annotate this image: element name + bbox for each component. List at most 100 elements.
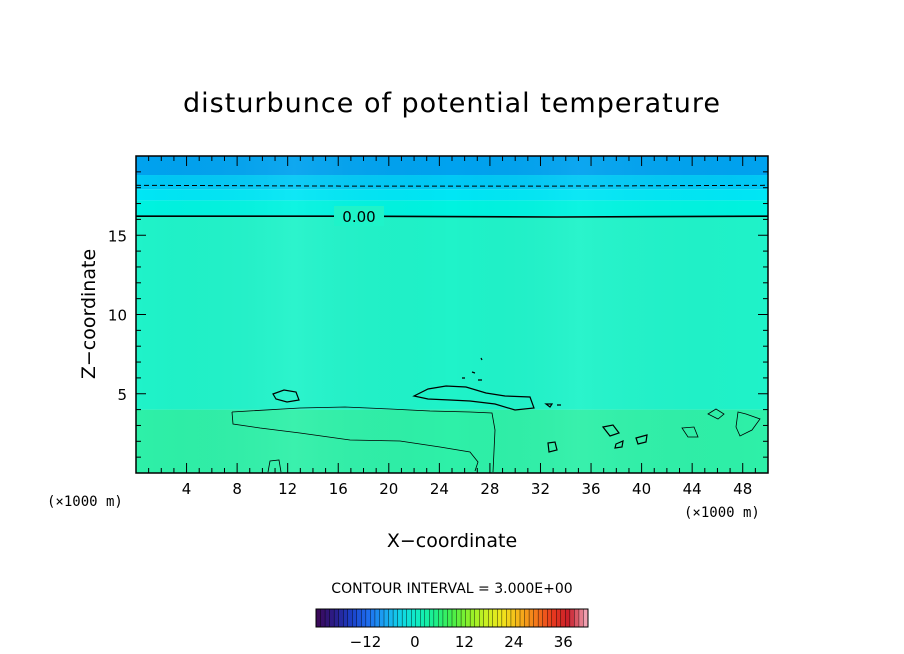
colorbar-cell (515, 608, 521, 628)
contour-small-loop-2 (547, 441, 558, 453)
x-tick-label: 28 (480, 480, 499, 498)
colorbar-cell (497, 608, 503, 628)
colorbar-cell (356, 608, 362, 628)
x-tick-label: 48 (733, 480, 752, 498)
x-tick-label: 16 (329, 480, 348, 498)
colorbar-cell (415, 608, 421, 628)
colorbar-cell (488, 608, 494, 628)
x-axis-label: X−coordinate (387, 530, 517, 552)
x-axis-unit-left: (×1000 m) (47, 494, 123, 510)
x-tick-label: 12 (278, 480, 297, 498)
colorbar-tick-label: 36 (554, 633, 573, 651)
colorbar-cell (560, 608, 566, 628)
y-tick-label: 15 (108, 227, 127, 245)
x-tick-label: 4 (182, 480, 192, 498)
colorbar-cell (447, 608, 453, 628)
x-tick-label: 36 (581, 480, 600, 498)
colorbar-cell (547, 608, 553, 628)
colorbar-cell (324, 608, 331, 628)
colorbar-cell (456, 608, 462, 628)
colorbar-cell (542, 608, 548, 628)
x-tick-label: 40 (632, 480, 651, 498)
x-tick-label: 44 (683, 480, 702, 498)
colorbar-cell (533, 608, 539, 628)
colorbar-cell (397, 608, 403, 628)
colorbar-cell (338, 608, 344, 628)
colorbar-cell (374, 608, 380, 628)
colorbar-cell (406, 608, 412, 628)
colorbar-cell (411, 608, 417, 628)
contour-dots (462, 357, 561, 408)
colorbar-cell (460, 608, 467, 628)
colorbar-cell (320, 608, 326, 628)
colorbar-cell (574, 608, 580, 628)
colorbar-cell (492, 608, 498, 628)
plot-area (136, 156, 768, 473)
colorbar-cell (329, 608, 335, 628)
colorbar-cell (569, 608, 575, 628)
colorbar-cell (510, 608, 516, 628)
colorbar-cell (501, 608, 507, 628)
x-tick-label: 24 (430, 480, 449, 498)
colorbar-cell (361, 608, 367, 628)
zero-contour-line (136, 215, 768, 218)
contour-interval-note: CONTOUR INTERVAL = 3.000E+00 (331, 581, 572, 597)
contour-label: 0.00 (342, 208, 375, 226)
colorbar-cell (506, 608, 512, 628)
colorbar-cell (479, 608, 485, 628)
colorbar-cell (352, 608, 358, 628)
colorbar-cell (474, 608, 480, 628)
colorbar-cell (524, 608, 530, 628)
colorbar-cell (424, 608, 430, 628)
contour-small-loop-5 (681, 408, 761, 438)
x-axis-unit-right: (×1000 m) (684, 505, 760, 521)
contour-small-loop-4 (614, 434, 648, 449)
colorbar-cell (433, 608, 439, 628)
colorbar-cell (442, 608, 448, 628)
lower-contours (231, 357, 761, 473)
colorbar-cell (379, 608, 385, 628)
colorbar-cell (420, 608, 426, 628)
colorbar-cell (483, 608, 489, 628)
field-shading (136, 156, 768, 473)
colorbar-tick-label: −12 (350, 633, 382, 651)
colorbar-cell (365, 608, 371, 628)
x-tick-label: 32 (531, 480, 550, 498)
colorbar (315, 608, 589, 628)
contour-small-loop-1 (272, 389, 300, 403)
x-tick-label: 20 (379, 480, 398, 498)
y-tick-label: 10 (108, 307, 127, 325)
colorbar-cell (315, 608, 322, 628)
colorbar-cell (383, 608, 390, 628)
y-tick-label: 5 (117, 386, 127, 404)
colorbar-tick-label: 12 (455, 633, 474, 651)
y-axis-label: Z−coordinate (78, 249, 100, 379)
colorbar-tick-label: 24 (504, 633, 523, 651)
colorbar-cell (551, 608, 557, 628)
colorbar-tick-label: 0 (410, 633, 420, 651)
colorbar-cell (370, 608, 376, 628)
colorbar-cell (556, 608, 562, 628)
colorbar-cell (451, 608, 458, 628)
colorbar-cell (537, 608, 544, 628)
colorbar-cell (578, 608, 584, 628)
colorbar-cell (388, 608, 394, 628)
colorbar-cell (392, 608, 399, 628)
colorbar-cell (333, 608, 340, 628)
colorbar-cell (343, 608, 349, 628)
colorbar-cell (429, 608, 435, 628)
negative-contour-line (136, 184, 768, 187)
chart-title: disturbunce of potential temperature (183, 88, 721, 119)
y-axis: 5 10 15 (108, 171, 768, 458)
colorbar-cell (528, 608, 535, 628)
colorbar-cell (519, 608, 526, 628)
contour-mid-cluster (412, 385, 535, 411)
contour-small-loop-3 (601, 424, 620, 437)
colorbar-cell (401, 608, 408, 628)
colorbar-cell (565, 608, 571, 628)
colorbar-cell (347, 608, 353, 628)
colorbar-cell (465, 608, 471, 628)
colorbar-cell (469, 608, 476, 628)
x-tick-label: 8 (232, 480, 242, 498)
